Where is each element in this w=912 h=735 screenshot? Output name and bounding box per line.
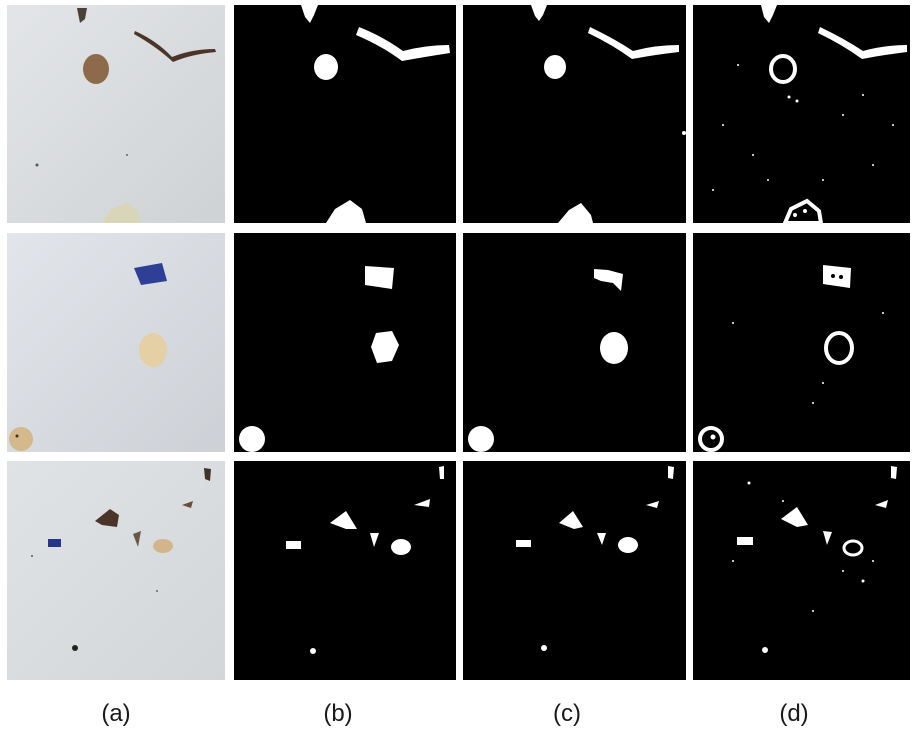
- row3-segmentation: [463, 461, 686, 680]
- column-label-d: (d): [779, 700, 809, 727]
- row2-edge-detection: [693, 233, 910, 452]
- column-label-c: (c): [553, 700, 581, 727]
- row1-segmentation: [463, 5, 686, 223]
- row1-photo: [7, 5, 225, 223]
- row3-edge-detection: [693, 461, 910, 680]
- row2-segmentation: [463, 233, 686, 452]
- column-label-b: (b): [323, 700, 353, 727]
- row1-ground-truth: [234, 5, 456, 223]
- column-label-a: (a): [101, 700, 131, 727]
- row3-photo: [7, 461, 225, 680]
- row2-ground-truth: [234, 233, 456, 452]
- row3-ground-truth: [234, 461, 456, 680]
- row1-edge-detection: [693, 5, 910, 223]
- row2-photo: [7, 233, 225, 452]
- figure-grid: [7, 5, 910, 680]
